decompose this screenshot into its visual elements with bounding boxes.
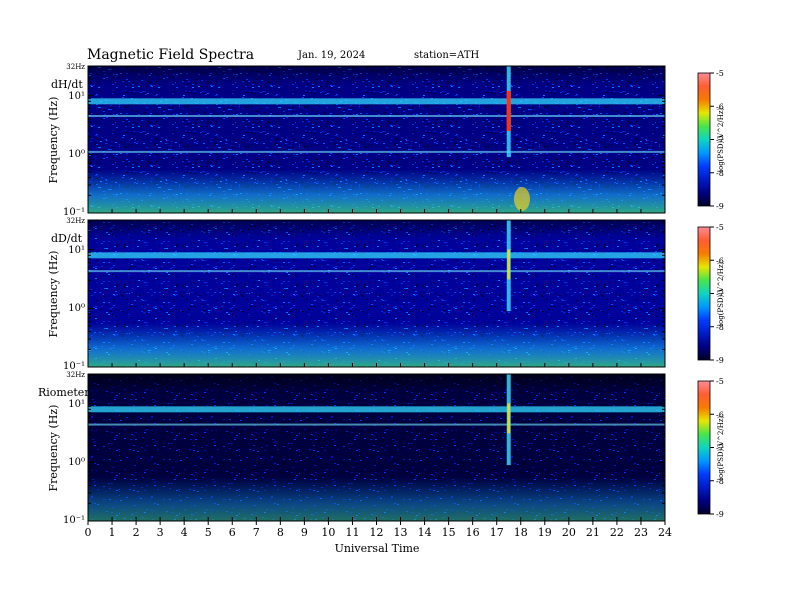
spectrogram-shading bbox=[88, 220, 665, 367]
colorbar-riometer: log(PSD)(V^2/Hz) -5 -6 -7 -8 -9 bbox=[697, 377, 725, 519]
colorbar-gradient bbox=[697, 380, 711, 515]
colorbar-label: log(PSD)(V^2/Hz) bbox=[717, 107, 725, 172]
x-tick-label: 19 bbox=[538, 526, 552, 539]
colorbar-tick-label: -7 bbox=[716, 444, 724, 453]
colorbar-tick-label: -6 bbox=[716, 102, 724, 111]
x-tick-label: 17 bbox=[490, 526, 504, 539]
colorbar-tick-label: -8 bbox=[716, 323, 724, 332]
colorbar-gradient bbox=[697, 72, 711, 207]
panel-label: dH/dt bbox=[51, 78, 83, 91]
x-tick-label: 10 bbox=[321, 526, 335, 539]
x-tick-label: 24 bbox=[658, 526, 672, 539]
colorbar-tick-label: -9 bbox=[716, 510, 724, 519]
y-tick-10-m1: 10⁻¹ bbox=[63, 207, 85, 218]
x-tick-label: 9 bbox=[301, 526, 308, 539]
panel-dddt: dD/dt Frequency (Hz) 32Hz 10¹ 10⁰ 10⁻¹ bbox=[47, 217, 666, 372]
x-tick-label: 0 bbox=[85, 526, 92, 539]
x-tick-label: 11 bbox=[345, 526, 359, 539]
event-spike-core bbox=[507, 403, 511, 434]
colorbar-tick-label: -6 bbox=[716, 256, 724, 265]
figure-title: Magnetic Field Spectra bbox=[87, 47, 254, 63]
x-tick-label: 21 bbox=[586, 526, 600, 539]
y-tick-10-1: 10¹ bbox=[68, 91, 85, 102]
y-tick-10-m1: 10⁻¹ bbox=[63, 515, 85, 526]
panel-riometer: Riometer Frequency (Hz) 32Hz 10¹ 10⁰ 10⁻… bbox=[38, 371, 666, 526]
colorbar-tick-label: -8 bbox=[716, 169, 724, 178]
y-tick-10-m1: 10⁻¹ bbox=[63, 361, 85, 372]
colorbar-tick-label: -9 bbox=[716, 356, 724, 365]
y-axis-label: Frequency (Hz) bbox=[47, 97, 60, 184]
x-tick-label: 22 bbox=[610, 526, 624, 539]
colorbar-tick-label: -5 bbox=[716, 69, 724, 78]
panel-label: Riometer bbox=[38, 386, 90, 399]
panel-dhdt: dH/dt Frequency (Hz) 32Hz 10¹ 10⁰ 10⁻¹ bbox=[47, 63, 666, 218]
x-tick-label: 14 bbox=[418, 526, 432, 539]
figure-station: station=ATH bbox=[414, 50, 480, 61]
x-tick-label: 23 bbox=[634, 526, 648, 539]
spectrogram-shading bbox=[88, 374, 665, 521]
x-tick-label: 13 bbox=[394, 526, 408, 539]
x-tick-label: 1 bbox=[109, 526, 116, 539]
y-tick-32hz: 32Hz bbox=[66, 371, 85, 379]
x-tick-label: 2 bbox=[133, 526, 140, 539]
x-axis: 0 1 2 3 4 5 6 7 8 9 10 11 12 13 14 15 16 17 18 19 20 21 22 23 24 bbox=[85, 209, 672, 539]
event-spike-core bbox=[507, 249, 511, 280]
x-axis-label: Universal Time bbox=[335, 542, 420, 555]
panel-label: dD/dt bbox=[51, 232, 83, 245]
colorbar-tick-label: -9 bbox=[716, 202, 724, 211]
x-tick-label: 7 bbox=[253, 526, 260, 539]
y-axis-label: Frequency (Hz) bbox=[47, 251, 60, 338]
y-tick-10-0: 10⁰ bbox=[68, 149, 85, 160]
spectrogram-shading bbox=[88, 66, 665, 213]
y-tick-10-1: 10¹ bbox=[68, 399, 85, 410]
colorbar-label: log(PSD)(V^2/Hz) bbox=[717, 415, 725, 480]
resonance-line bbox=[88, 406, 665, 413]
colorbar-label: log(PSD)(V^2/Hz) bbox=[717, 261, 725, 326]
colorbar-tick-label: -8 bbox=[716, 477, 724, 486]
resonance-line bbox=[88, 252, 665, 259]
colorbar-tick-label: -7 bbox=[716, 136, 724, 145]
colorbar-tick-label: -6 bbox=[716, 410, 724, 419]
x-tick-label: 16 bbox=[466, 526, 480, 539]
resonance-line bbox=[88, 423, 665, 426]
event-lowfreq-burst bbox=[513, 187, 530, 211]
y-axis-label: Frequency (Hz) bbox=[47, 405, 60, 492]
x-tick-label: 15 bbox=[442, 526, 456, 539]
resonance-line bbox=[88, 270, 665, 273]
y-tick-32hz: 32Hz bbox=[66, 217, 85, 225]
figure-date: Jan. 19, 2024 bbox=[297, 50, 365, 61]
x-tick-label: 8 bbox=[277, 526, 284, 539]
resonance-line bbox=[88, 114, 665, 117]
y-tick-10-0: 10⁰ bbox=[68, 457, 85, 468]
resonance-line bbox=[88, 150, 665, 153]
x-tick-label: 12 bbox=[370, 526, 384, 539]
y-tick-10-0: 10⁰ bbox=[68, 303, 85, 314]
colorbar-dhdt: log(PSD)(V^2/Hz) -5 -6 -7 -8 -9 bbox=[697, 69, 725, 211]
x-tick-label: 18 bbox=[514, 526, 528, 539]
colorbar-gradient bbox=[697, 226, 711, 361]
event-spike-core bbox=[506, 90, 511, 131]
x-tick-label: 4 bbox=[181, 526, 188, 539]
x-tick-label: 3 bbox=[157, 526, 164, 539]
x-tick-label: 6 bbox=[229, 526, 236, 539]
resonance-line bbox=[88, 98, 665, 105]
colorbar-tick-label: -7 bbox=[716, 290, 724, 299]
colorbar-tick-label: -5 bbox=[716, 377, 724, 386]
colorbar-tick-label: -5 bbox=[716, 223, 724, 232]
x-tick-label: 5 bbox=[205, 526, 212, 539]
x-tick-label: 20 bbox=[562, 526, 576, 539]
y-tick-10-1: 10¹ bbox=[68, 245, 85, 256]
colorbar-dddt: log(PSD)(V^2/Hz) -5 -6 -7 -8 -9 bbox=[697, 223, 725, 365]
y-tick-32hz: 32Hz bbox=[66, 63, 85, 71]
